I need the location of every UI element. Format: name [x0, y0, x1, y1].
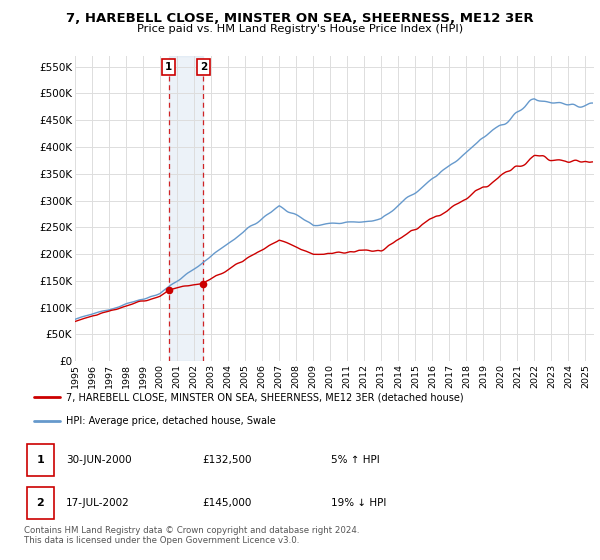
Text: £145,000: £145,000 [203, 498, 252, 508]
Text: 7, HAREBELL CLOSE, MINSTER ON SEA, SHEERNESS, ME12 3ER: 7, HAREBELL CLOSE, MINSTER ON SEA, SHEER… [66, 12, 534, 25]
FancyBboxPatch shape [27, 444, 53, 476]
Text: 19% ↓ HPI: 19% ↓ HPI [331, 498, 386, 508]
Text: 17-JUL-2002: 17-JUL-2002 [66, 498, 130, 508]
Text: 7, HAREBELL CLOSE, MINSTER ON SEA, SHEERNESS, ME12 3ER (detached house): 7, HAREBELL CLOSE, MINSTER ON SEA, SHEER… [66, 392, 463, 402]
Text: Price paid vs. HM Land Registry's House Price Index (HPI): Price paid vs. HM Land Registry's House … [137, 24, 463, 34]
Text: 5% ↑ HPI: 5% ↑ HPI [331, 455, 380, 465]
Text: £132,500: £132,500 [203, 455, 252, 465]
Bar [169, 56, 203, 361]
FancyBboxPatch shape [27, 487, 53, 519]
Text: HPI: Average price, detached house, Swale: HPI: Average price, detached house, Swal… [66, 417, 275, 426]
Text: 1: 1 [165, 62, 172, 72]
Text: 30-JUN-2000: 30-JUN-2000 [66, 455, 131, 465]
Text: 1: 1 [37, 455, 44, 465]
Text: 2: 2 [200, 62, 207, 72]
Text: 2: 2 [37, 498, 44, 508]
Text: Contains HM Land Registry data © Crown copyright and database right 2024.
This d: Contains HM Land Registry data © Crown c… [24, 526, 359, 545]
